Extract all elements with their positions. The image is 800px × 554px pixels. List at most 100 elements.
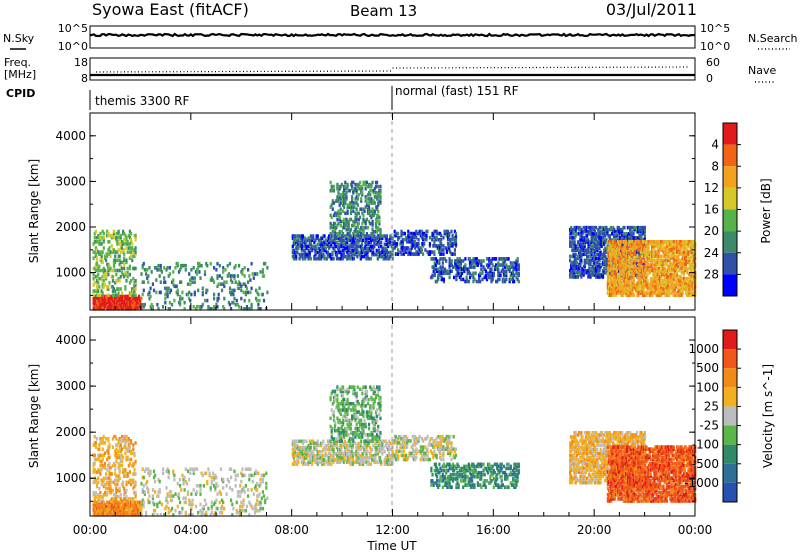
range-gate-cell: [609, 293, 612, 297]
range-gate-cell: [337, 199, 340, 203]
range-gate-cell: [612, 244, 615, 248]
range-gate-cell: [131, 246, 134, 250]
range-gate-cell: [97, 235, 100, 240]
range-gate-cell: [94, 445, 97, 449]
range-gate-cell: [641, 291, 645, 295]
range-gate-cell: [300, 252, 303, 257]
range-gate-cell: [155, 278, 158, 282]
range-gate-cell: [94, 307, 97, 311]
range-gate-cell: [139, 300, 142, 305]
range-gate-cell: [330, 242, 333, 247]
range-gate-cell: [482, 265, 485, 269]
range-gate-cell: [126, 270, 129, 275]
range-gate-cell: [109, 466, 112, 470]
range-gate-cell: [651, 246, 654, 250]
range-gate-cell: [371, 211, 374, 216]
range-gate-cell: [656, 293, 659, 297]
range-gate-cell: [128, 250, 131, 254]
range-gate-cell: [648, 262, 651, 267]
range-gate-cell: [369, 213, 372, 218]
range-gate-cell: [199, 276, 202, 280]
range-gate-cell: [657, 248, 660, 252]
range-gate-cell: [408, 240, 411, 244]
range-gate-cell: [617, 246, 620, 250]
range-gate-cell: [626, 276, 629, 281]
range-gate-cell: [436, 261, 439, 265]
range-gate-cell: [140, 272, 143, 276]
range-gate-cell: [634, 236, 637, 240]
range-gate-cell: [335, 234, 339, 238]
range-gate-cell: [419, 231, 422, 236]
range-gate-cell: [454, 261, 457, 265]
range-gate-cell: [347, 236, 350, 240]
range-gate-cell: [230, 274, 233, 278]
range-gate-cell: [479, 273, 482, 278]
range-gate-cell: [648, 285, 651, 289]
range-gate-cell: [615, 283, 618, 287]
range-gate-cell: [624, 279, 628, 283]
range-gate-cell: [607, 248, 611, 252]
range-gate-cell: [674, 268, 677, 273]
range-gate-cell: [431, 273, 434, 278]
range-gate-cell: [448, 233, 451, 238]
range-gate-cell: [338, 236, 341, 240]
range-gate-cell: [331, 230, 334, 234]
range-gate-cell: [112, 300, 116, 305]
range-gate-cell: [488, 263, 491, 267]
range-gate-cell: [580, 242, 583, 246]
range-gate-cell: [614, 230, 617, 234]
range-gate-cell: [645, 252, 648, 256]
range-gate-cell: [655, 281, 658, 285]
range-gate-cell: [625, 232, 628, 236]
range-gate-cell: [607, 260, 611, 265]
range-gate-cell: [680, 289, 683, 293]
range-gate-cell: [120, 459, 124, 464]
range-gate-cell: [578, 225, 581, 230]
range-gate-cell: [659, 289, 662, 293]
range-gate-cell: [609, 289, 612, 293]
range-gate-cell: [644, 260, 647, 265]
range-gate-cell: [689, 268, 692, 273]
range-gate-cell: [304, 252, 307, 257]
range-gate-cell: [645, 274, 648, 279]
range-gate-cell: [316, 236, 319, 240]
range-gate-cell: [674, 279, 677, 283]
range-gate-cell: [660, 293, 663, 297]
range-gate-cell: [102, 268, 105, 273]
range-gate-cell: [210, 278, 213, 282]
range-gate-cell: [424, 248, 427, 252]
range-gate-cell: [135, 300, 138, 305]
range-gate-cell: [149, 286, 152, 291]
range-gate-cell: [643, 248, 646, 252]
range-gate-cell: [631, 242, 634, 246]
range-gate-cell: [597, 266, 600, 271]
range-gate-cell: [114, 260, 117, 265]
range-gate-cell: [128, 266, 131, 271]
range-gate-cell: [123, 266, 126, 271]
range-gate-cell: [393, 229, 396, 234]
range-gate-cell: [102, 279, 105, 283]
range-gate-cell: [162, 305, 165, 309]
range-gate-cell: [109, 233, 112, 238]
range-gate-cell: [324, 246, 327, 251]
range-gate-cell: [612, 264, 615, 269]
range-gate-cell: [607, 279, 611, 283]
range-gate-cell: [110, 294, 113, 299]
range-gate-cell: [315, 246, 318, 251]
range-gate-cell: [367, 240, 370, 245]
range-gate-cell: [106, 298, 109, 303]
range-gate-cell: [612, 252, 615, 256]
range-gate-cell: [606, 272, 609, 277]
range-gate-cell: [118, 258, 121, 263]
range-gate-cell: [375, 248, 378, 253]
range-gate-cell: [190, 292, 193, 297]
range-gate-cell: [167, 274, 170, 278]
range-gate-cell: [115, 235, 118, 240]
range-gate-cell: [125, 279, 128, 283]
range-gate-cell: [481, 271, 484, 276]
range-gate-cell: [490, 277, 493, 282]
range-gate-cell: [664, 258, 667, 263]
range-gate-cell: [584, 236, 587, 240]
range-gate-cell: [442, 279, 445, 284]
range-gate-cell: [586, 256, 589, 261]
